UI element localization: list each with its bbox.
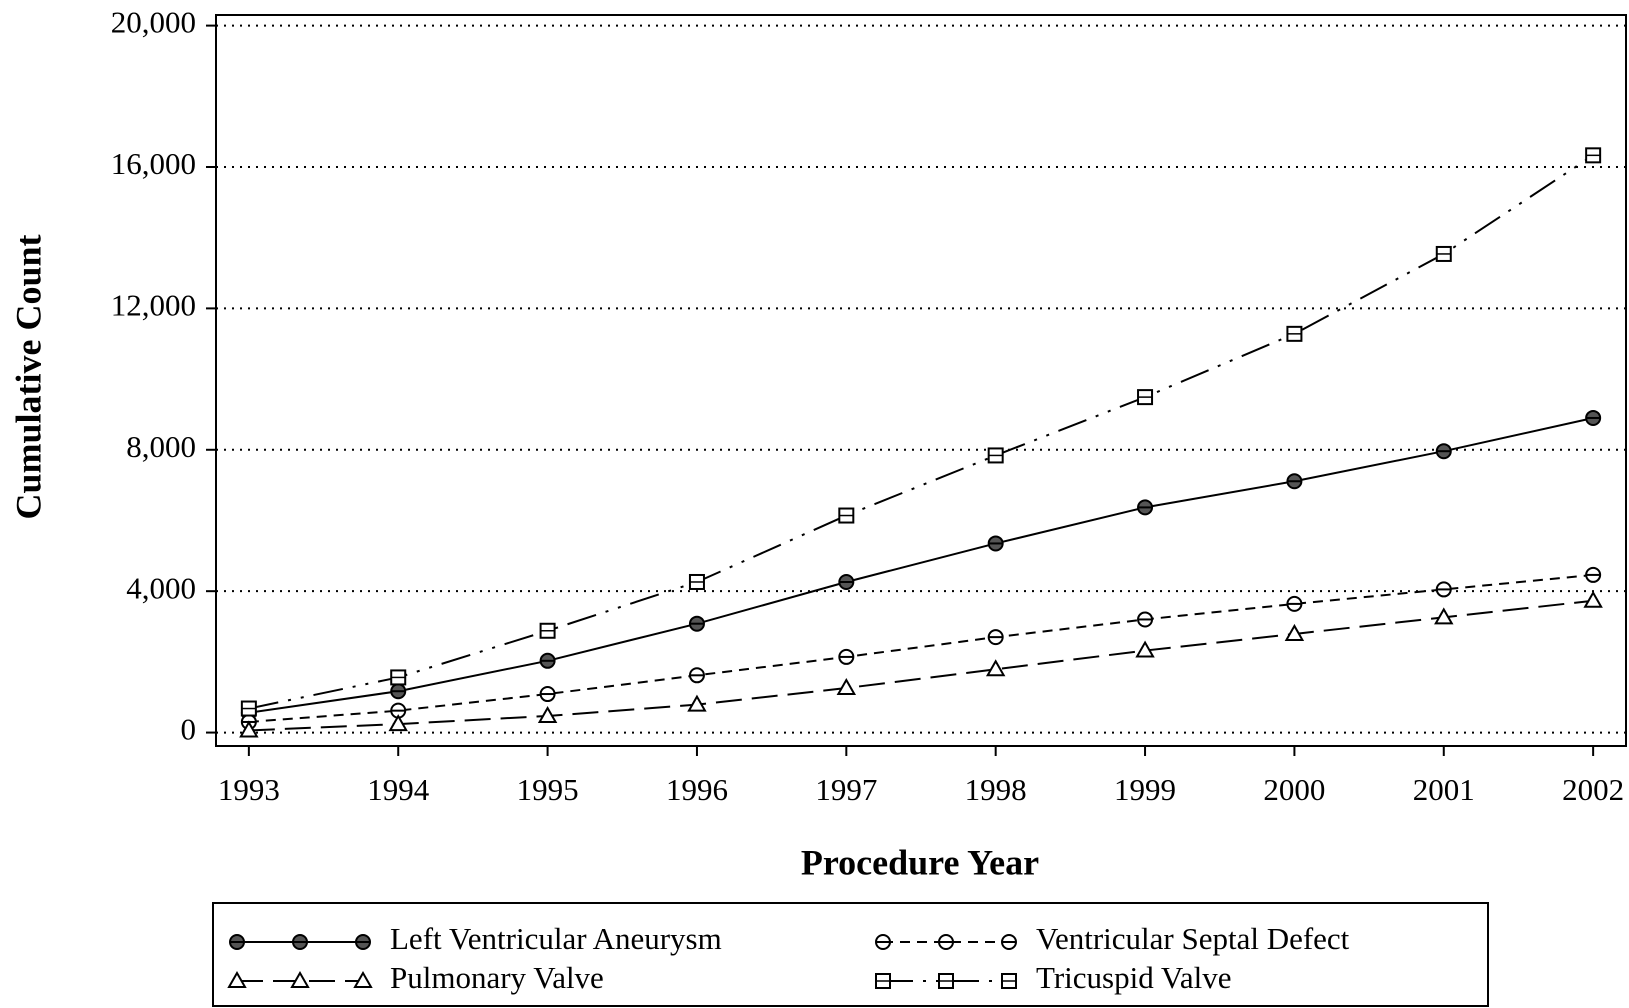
legend-marker xyxy=(290,970,310,988)
legend-marker xyxy=(292,934,308,950)
series-line xyxy=(248,599,1594,732)
y-tick-label: 0 xyxy=(181,712,197,747)
x-tick-label: 1996 xyxy=(666,772,728,807)
marker xyxy=(1435,581,1452,598)
marker xyxy=(390,683,407,700)
marker xyxy=(1585,409,1602,426)
marker xyxy=(1435,443,1452,460)
marker xyxy=(539,622,556,639)
x-axis-title: Procedure Year xyxy=(801,842,1039,882)
marker xyxy=(1284,623,1305,641)
marker xyxy=(1434,607,1454,625)
x-tick-label: 1995 xyxy=(517,772,579,807)
marker xyxy=(1137,499,1154,516)
marker xyxy=(1585,566,1602,583)
marker xyxy=(239,720,259,738)
marker xyxy=(987,535,1004,552)
legend-label: Left Ventricular Aneurysm xyxy=(390,921,722,956)
legend-marker xyxy=(1001,973,1017,989)
marker xyxy=(987,629,1004,646)
marker xyxy=(838,573,855,590)
marker xyxy=(390,669,407,686)
legend-marker xyxy=(875,973,891,989)
legend-marker xyxy=(229,934,245,950)
x-tick-label: 2001 xyxy=(1413,772,1475,807)
marker xyxy=(838,507,855,524)
x-tick-label: 1997 xyxy=(815,772,877,807)
marker xyxy=(987,447,1004,464)
x-tick-label: 1999 xyxy=(1114,772,1176,807)
y-tick-label: 12,000 xyxy=(111,287,196,322)
legend-marker xyxy=(938,973,954,989)
marker xyxy=(985,659,1006,677)
x-tick-label: 1994 xyxy=(367,772,430,807)
marker xyxy=(539,652,556,669)
legend-marker xyxy=(227,970,247,988)
y-tick-label: 4,000 xyxy=(126,570,196,605)
legend-marker xyxy=(353,970,373,988)
marker xyxy=(1286,473,1303,490)
y-tick-label: 16,000 xyxy=(111,146,196,181)
marker xyxy=(1135,640,1155,658)
legend-label: Tricuspid Valve xyxy=(1036,960,1232,995)
y-tick-label: 20,000 xyxy=(111,5,196,40)
marker xyxy=(240,700,257,717)
legend-marker xyxy=(875,934,891,950)
legend-marker xyxy=(938,934,954,950)
marker xyxy=(539,686,556,703)
legend-marker xyxy=(1001,934,1017,950)
x-tick-label: 2002 xyxy=(1562,772,1624,807)
plot-frame xyxy=(215,14,1627,747)
x-tick-label: 1998 xyxy=(965,772,1027,807)
marker xyxy=(838,648,855,665)
marker xyxy=(1583,590,1603,608)
marker xyxy=(687,694,707,712)
marker xyxy=(688,667,705,684)
marker xyxy=(688,573,705,590)
series-line xyxy=(248,416,1594,714)
marker xyxy=(388,714,408,732)
legend-box xyxy=(212,902,1489,1007)
marker xyxy=(1286,595,1303,612)
series-line xyxy=(248,573,1594,723)
marker xyxy=(1137,611,1154,628)
legend-label: Ventricular Septal Defect xyxy=(1036,921,1350,956)
series-line xyxy=(248,154,1594,710)
marker xyxy=(836,678,857,696)
legend-label: Pulmonary Valve xyxy=(390,960,604,995)
legend-marker xyxy=(355,934,371,950)
x-tick-label: 1993 xyxy=(218,772,280,807)
marker xyxy=(1435,245,1452,262)
x-tick-label: 2000 xyxy=(1263,772,1325,807)
marker xyxy=(537,705,558,723)
marker xyxy=(1286,325,1303,342)
marker xyxy=(1585,147,1602,164)
y-axis-title: Cumulative Count xyxy=(8,234,48,519)
marker xyxy=(688,615,705,632)
marker xyxy=(1137,389,1154,406)
y-tick-label: 8,000 xyxy=(126,429,196,464)
